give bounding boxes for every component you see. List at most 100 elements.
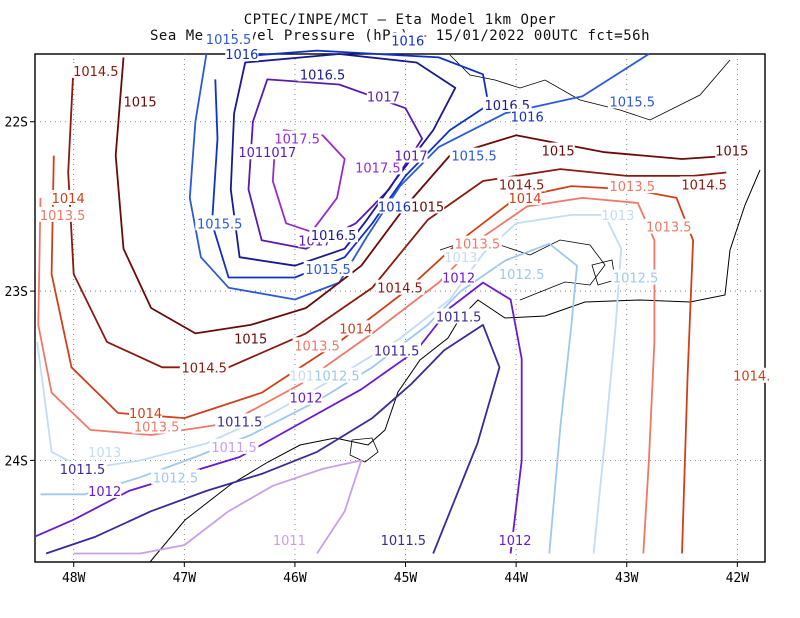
x-tick-label: 45W xyxy=(394,571,418,586)
isobar-label-bg xyxy=(38,206,88,222)
isobar-label-bg xyxy=(132,418,182,434)
isobar-label-bg xyxy=(498,531,532,547)
isobar-lines xyxy=(34,49,732,555)
isobar-label-bg xyxy=(372,342,422,358)
y-tick-label: 24S xyxy=(5,454,28,469)
isobar-label: 1013.5 xyxy=(134,421,180,436)
isobar-label: 1015.5 xyxy=(305,263,351,278)
isobar-label: 1016 xyxy=(225,48,258,63)
isobar-label-bg xyxy=(375,279,425,295)
isobar-1011.5 xyxy=(45,324,501,555)
isobar-label: 1012 xyxy=(442,272,475,287)
isobar-label-bg xyxy=(303,261,353,277)
isobar-label-bg xyxy=(453,235,502,251)
isobar-label-bg xyxy=(434,308,484,324)
isobar-label-bg xyxy=(179,359,229,375)
x-tick-label: 44W xyxy=(504,571,528,586)
isobar-label: 1014 xyxy=(52,192,85,207)
isobar-label-bg xyxy=(225,46,259,61)
isobar-label-bg xyxy=(442,269,476,285)
coastline-inland-border xyxy=(449,54,731,121)
isobar-label: 1013.5 xyxy=(294,339,340,354)
isobar-label-bg xyxy=(289,389,323,405)
isobar-label: 1012.5 xyxy=(153,471,199,486)
isobar-label-bg xyxy=(391,32,425,48)
isobar-label-bg xyxy=(607,178,657,194)
isobar-label-bg xyxy=(209,438,259,454)
coastline-mainland xyxy=(149,169,761,563)
isobar-label: 1015.5 xyxy=(206,33,252,48)
isobar-label: 1012.5 xyxy=(499,268,545,283)
isobar-label-bg xyxy=(394,147,428,163)
plot-frame xyxy=(34,53,766,563)
isobar-label: 1012 xyxy=(88,485,121,500)
isobar-label: 1013.5 xyxy=(40,209,86,224)
isobar-label-bg xyxy=(215,413,265,429)
isobar-label-bg xyxy=(298,66,347,82)
isobar-label-bg xyxy=(411,198,445,214)
isobar-label: 1013.5 xyxy=(646,221,692,236)
isobar-label: 1014 xyxy=(129,407,162,422)
isobar-label-bg xyxy=(272,531,306,547)
isobar-label-bg xyxy=(51,189,85,205)
isobar-label-bg xyxy=(88,482,122,498)
isobar-label-bg xyxy=(123,93,157,109)
isobar-label-bg xyxy=(292,337,342,353)
isobar-label: 1011.5 xyxy=(381,534,427,549)
isobar-label: 1011 xyxy=(273,534,306,549)
chart-title-line-1: CPTEC/INPE/MCT – Eta Model 1km Oper xyxy=(243,12,557,28)
x-tick-label: 47W xyxy=(173,571,197,586)
isobar-label: 1013 xyxy=(88,446,121,461)
isobar-label: 1016 xyxy=(378,200,411,215)
isobar-label: 1011.5 xyxy=(217,415,263,430)
isobar-label-bg xyxy=(272,130,322,146)
isobar-label-bg xyxy=(58,460,107,476)
isobar-label: 1014.5 xyxy=(181,361,227,376)
isobar-label: 1014.5 xyxy=(377,282,423,297)
isobar-label: 1017 xyxy=(367,90,400,105)
isobar-label-bg xyxy=(312,367,362,383)
isobar-label-bg xyxy=(607,93,657,109)
isobar-label-bg xyxy=(129,404,163,420)
isobar-label: 1011.5 xyxy=(60,463,106,478)
isobar-label-bg xyxy=(497,176,547,192)
isobar-label-bg xyxy=(234,330,268,346)
isobar-label: 1016 xyxy=(391,34,424,49)
coastline-island xyxy=(349,437,379,463)
isobar-label-bg xyxy=(444,249,478,265)
isobar-label-bg xyxy=(497,266,547,282)
isobar-label: 1015 xyxy=(542,145,575,160)
isobar-label: 1017.5 xyxy=(274,133,320,148)
isobar-label-bg xyxy=(195,215,245,231)
isobar-label-bg xyxy=(601,206,635,222)
isobar-label: 1016.5 xyxy=(311,229,357,244)
isobar-label: 1014.5 xyxy=(499,178,545,193)
isobar-label-bg xyxy=(309,227,359,243)
isobar-label: 1014 xyxy=(339,322,372,337)
isobar-1011 xyxy=(73,459,363,555)
isobar-label: 1012 xyxy=(498,534,531,549)
isobar-label: 1015 xyxy=(715,145,748,160)
isobar-1012 xyxy=(34,281,523,554)
isobar-label-bg xyxy=(611,269,660,285)
isobar-label: 1015.5 xyxy=(610,95,656,110)
x-tick-label: 42W xyxy=(726,571,750,586)
isobar-label: 1015.5 xyxy=(451,150,497,165)
isobar-label-bg xyxy=(378,531,428,547)
isobar-label-bg xyxy=(88,443,122,459)
isobar-label-bg xyxy=(679,176,729,192)
isobar-1015 xyxy=(114,57,732,335)
isobar-labels: 1017.51017.510171017101710110171016.5101… xyxy=(38,30,773,549)
x-tick-label: 43W xyxy=(615,571,639,586)
isobar-label: 1011.5 xyxy=(374,344,420,359)
isobar-label: 1012.5 xyxy=(613,272,659,287)
isobar-label-bg xyxy=(510,108,544,124)
isobar-label-bg xyxy=(353,159,403,175)
x-tick-label: 48W xyxy=(62,571,86,586)
isobar-label: 1013 xyxy=(444,251,477,266)
isobar-label: 1017 xyxy=(395,150,428,165)
isobar-label-bg xyxy=(71,62,121,78)
isobar-label: 1011.5 xyxy=(211,441,257,456)
isobar-label: 1015 xyxy=(124,95,157,110)
isobar-label-bg xyxy=(731,367,773,383)
